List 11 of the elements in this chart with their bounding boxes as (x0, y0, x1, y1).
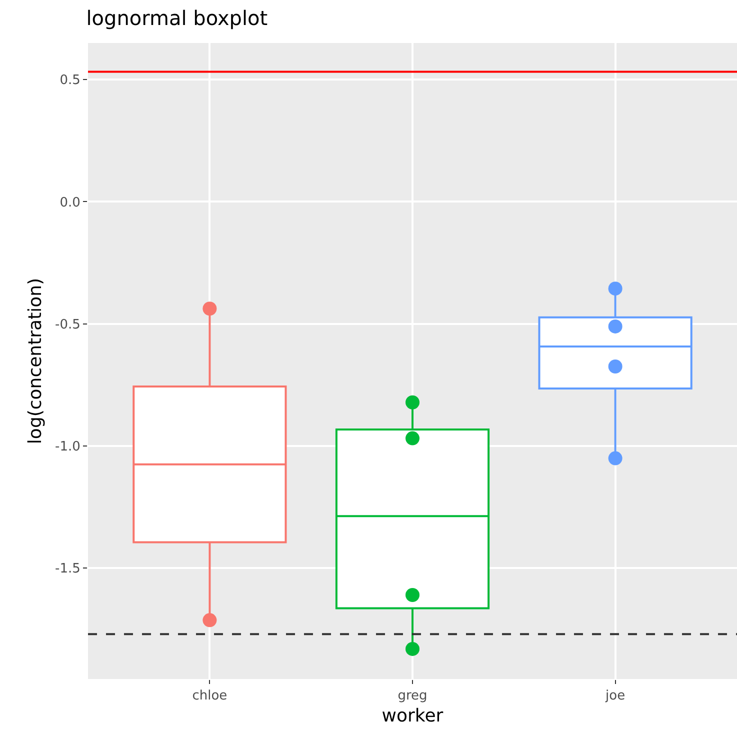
y-tick-label: 0.0 (60, 195, 80, 210)
x-tick-label: joe (604, 688, 626, 704)
y-tick-label: -1.5 (55, 561, 80, 576)
x-axis-title: worker (382, 706, 444, 727)
x-tick-label: greg (398, 688, 428, 704)
y-tick-label: 0.5 (60, 73, 80, 88)
chart-title: lognormal boxplot (86, 6, 268, 30)
y-tick-label: -0.5 (55, 317, 80, 332)
y-axis-title: log(concentration) (25, 278, 46, 444)
y-tick-label: -1.0 (55, 439, 80, 454)
x-tick-label: chloe (192, 688, 228, 704)
